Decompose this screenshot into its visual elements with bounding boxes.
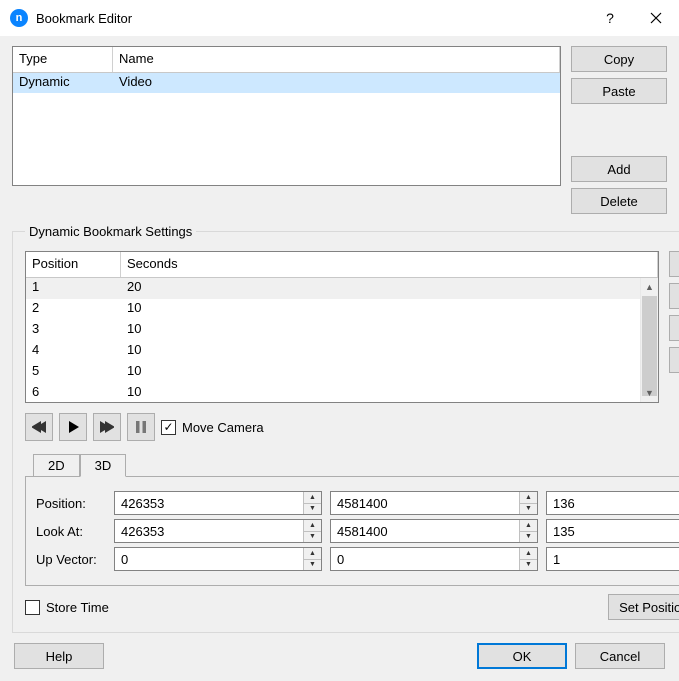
spin-up-icon[interactable]: ▲ <box>520 520 537 532</box>
position-z-field[interactable]: ▲▼ <box>546 491 679 515</box>
upvector-x-field[interactable]: ▲▼ <box>114 547 322 571</box>
cancel-button[interactable]: Cancel <box>575 643 665 669</box>
spin-up-icon[interactable]: ▲ <box>304 548 321 560</box>
skip-back-button[interactable] <box>25 413 53 441</box>
store-time-label: Store Time <box>46 600 109 615</box>
bookmarks-table-header: Type Name <box>13 47 560 73</box>
positions-scrollbar[interactable]: ▲ ▼ <box>640 278 658 402</box>
lookat-x-field[interactable]: ▲▼ <box>114 519 322 543</box>
lookat-label: Look At: <box>36 524 106 539</box>
position-label: Position: <box>36 496 106 511</box>
spin-up-icon[interactable]: ▲ <box>304 520 321 532</box>
table-row[interactable]: 510 <box>26 362 658 383</box>
col-type[interactable]: Type <box>13 47 113 72</box>
table-row[interactable]: 210 <box>26 299 658 320</box>
spin-down-icon[interactable]: ▼ <box>304 504 321 515</box>
scroll-up-icon[interactable]: ▲ <box>641 278 658 296</box>
table-row[interactable]: 610 <box>26 383 658 402</box>
help-button[interactable]: Help <box>14 643 104 669</box>
spin-down-icon[interactable]: ▼ <box>520 560 537 571</box>
position-x-input[interactable] <box>115 492 303 514</box>
titlebar: n Bookmark Editor ? <box>0 0 679 36</box>
settings-legend: Dynamic Bookmark Settings <box>25 224 196 239</box>
upvector-z-field[interactable]: ▲▼ <box>546 547 679 571</box>
lookat-y-field[interactable]: ▲▼ <box>330 519 538 543</box>
col-position[interactable]: Position <box>26 252 121 277</box>
paste-button[interactable]: Paste <box>571 78 667 104</box>
cell-name: Video <box>113 73 560 93</box>
pause-button[interactable] <box>127 413 155 441</box>
positions-table[interactable]: Position Seconds 120210310410510610 ▲ ▼ <box>25 251 659 403</box>
tab-3d[interactable]: 3D <box>80 454 127 477</box>
table-row[interactable]: DynamicVideo <box>13 73 560 93</box>
position-y-field[interactable]: ▲▼ <box>330 491 538 515</box>
cell-position: 6 <box>26 383 121 402</box>
cell-type: Dynamic <box>13 73 113 93</box>
tab-panel-3d: Position: ▲▼ ▲▼ ▲▼ Look At: ▲▼ ▲▼ ▲▼ Up … <box>25 476 679 586</box>
lookat-x-input[interactable] <box>115 520 303 542</box>
cell-seconds: 10 <box>121 320 658 341</box>
app-icon: n <box>10 9 28 27</box>
cell-seconds: 10 <box>121 383 658 402</box>
col-name[interactable]: Name <box>113 47 560 72</box>
cell-position: 2 <box>26 299 121 320</box>
scroll-down-icon[interactable]: ▼ <box>641 384 658 402</box>
cell-position: 3 <box>26 320 121 341</box>
delete-position-button[interactable]: Delete <box>669 347 679 373</box>
upvector-x-input[interactable] <box>115 548 303 570</box>
set-position-from-view-button[interactable]: Set Position From View <box>608 594 679 620</box>
ok-button[interactable]: OK <box>477 643 567 669</box>
spin-up-icon[interactable]: ▲ <box>520 492 537 504</box>
cell-position: 5 <box>26 362 121 383</box>
table-row[interactable]: 310 <box>26 320 658 341</box>
add-bookmark-button[interactable]: Add <box>571 156 667 182</box>
upvector-z-input[interactable] <box>547 548 679 570</box>
delete-bookmark-button[interactable]: Delete <box>571 188 667 214</box>
table-row[interactable]: 410 <box>26 341 658 362</box>
cell-seconds: 10 <box>121 341 658 362</box>
play-button[interactable] <box>59 413 87 441</box>
position-x-field[interactable]: ▲▼ <box>114 491 322 515</box>
help-icon[interactable]: ? <box>587 0 633 36</box>
tab-2d[interactable]: 2D <box>33 454 80 477</box>
cell-seconds: 20 <box>121 278 658 299</box>
store-time-checkbox[interactable] <box>25 600 40 615</box>
lookat-z-input[interactable] <box>547 520 679 542</box>
upvector-label: Up Vector: <box>36 552 106 567</box>
window-title: Bookmark Editor <box>36 11 587 26</box>
cell-position: 1 <box>26 278 121 299</box>
move-up-button[interactable]: Move Up <box>669 283 679 309</box>
lookat-z-field[interactable]: ▲▼ <box>546 519 679 543</box>
move-down-button[interactable]: Move Down <box>669 315 679 341</box>
copy-button[interactable]: Copy <box>571 46 667 72</box>
position-z-input[interactable] <box>547 492 679 514</box>
spin-up-icon[interactable]: ▲ <box>304 492 321 504</box>
scroll-thumb[interactable] <box>642 296 657 396</box>
spin-down-icon[interactable]: ▼ <box>520 532 537 543</box>
close-icon[interactable] <box>633 0 679 36</box>
move-camera-label: Move Camera <box>182 420 264 435</box>
spin-up-icon[interactable]: ▲ <box>520 548 537 560</box>
bookmark-editor-window: { "window": { "title": "Bookmark Editor"… <box>0 0 679 672</box>
dynamic-bookmark-settings: Dynamic Bookmark Settings Position Secon… <box>12 224 679 633</box>
bookmarks-table[interactable]: Type Name DynamicVideo <box>12 46 561 186</box>
position-y-input[interactable] <box>331 492 519 514</box>
col-seconds[interactable]: Seconds <box>121 252 658 277</box>
table-row[interactable]: 120 <box>26 278 658 299</box>
spin-down-icon[interactable]: ▼ <box>304 532 321 543</box>
upvector-y-field[interactable]: ▲▼ <box>330 547 538 571</box>
cell-position: 4 <box>26 341 121 362</box>
cell-seconds: 10 <box>121 299 658 320</box>
lookat-y-input[interactable] <box>331 520 519 542</box>
move-camera-checkbox[interactable] <box>161 420 176 435</box>
add-position-button[interactable]: Add <box>669 251 679 277</box>
spin-down-icon[interactable]: ▼ <box>520 504 537 515</box>
spin-down-icon[interactable]: ▼ <box>304 560 321 571</box>
upvector-y-input[interactable] <box>331 548 519 570</box>
cell-seconds: 10 <box>121 362 658 383</box>
skip-forward-button[interactable] <box>93 413 121 441</box>
